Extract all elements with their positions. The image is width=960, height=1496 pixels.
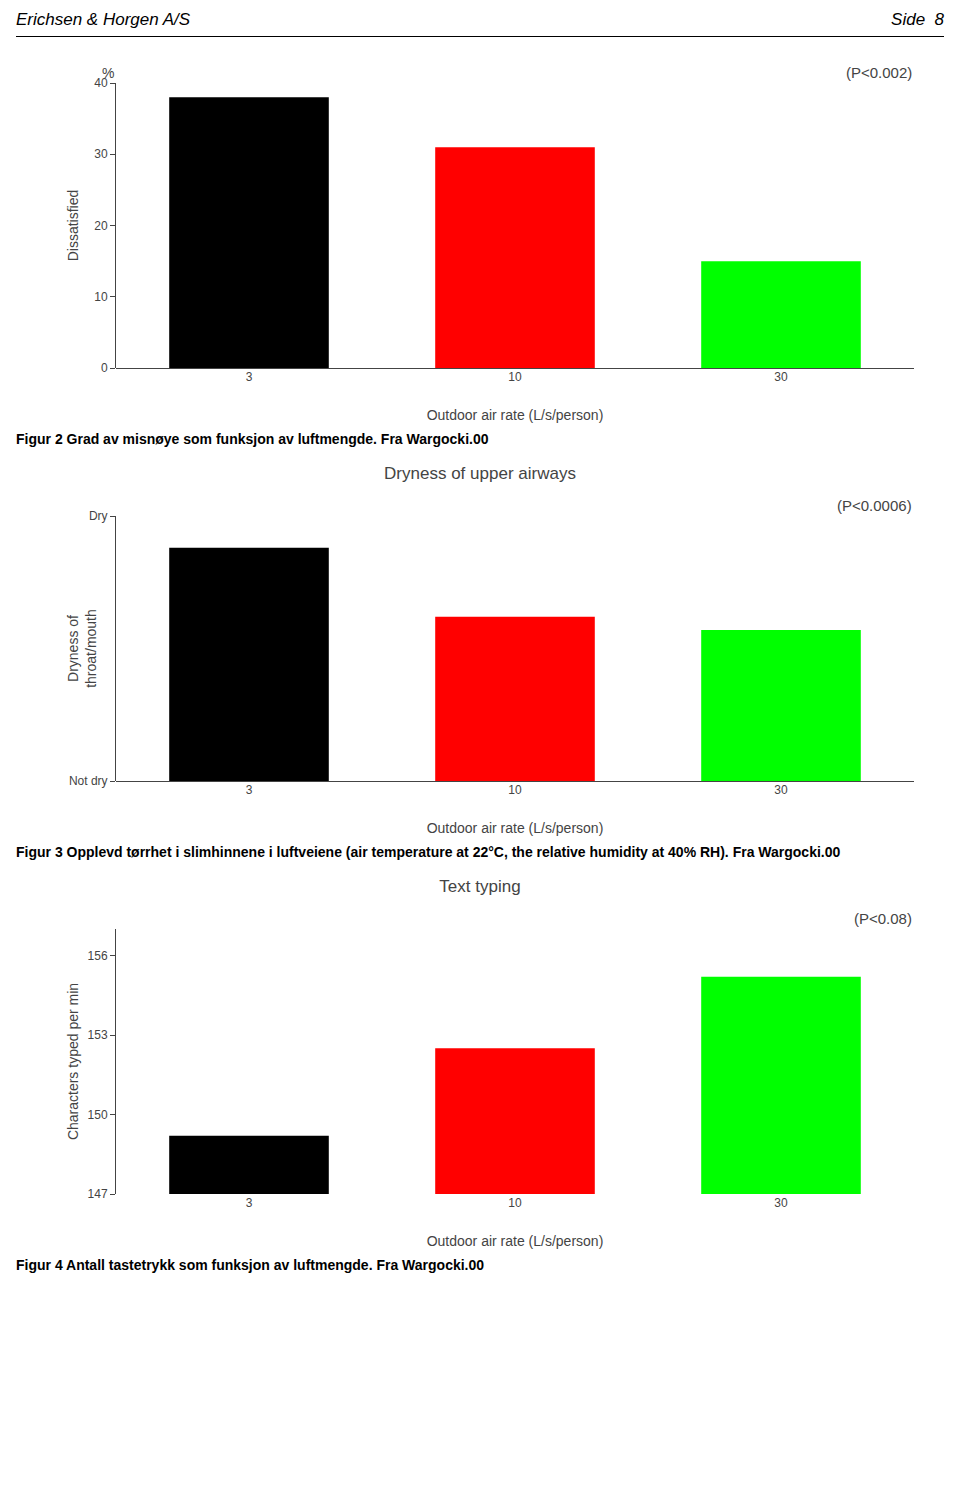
svg-text:40: 40 — [94, 76, 108, 90]
svg-text:10: 10 — [508, 783, 522, 797]
svg-text:Outdoor air rate (L/s/person): Outdoor air rate (L/s/person) — [427, 407, 604, 423]
svg-text:(P<0.08): (P<0.08) — [854, 910, 912, 927]
svg-text:Dryness ofthroat/mouth: Dryness ofthroat/mouth — [65, 609, 99, 688]
html-text:Figur 2 Grad av misnøye som fu: Figur 2 Grad av misnøye som funksjon av … — [16, 431, 489, 447]
svg-text:30: 30 — [774, 370, 788, 384]
svg-text:10: 10 — [508, 1196, 522, 1210]
svg-text:147: 147 — [88, 1187, 108, 1201]
html-text:Figur 4 Antall tastetrykk som: Figur 4 Antall tastetrykk som funksjon a… — [16, 1257, 485, 1273]
svg-text:Text typing: Text typing — [439, 877, 520, 896]
svg-text:0: 0 — [101, 361, 108, 375]
svg-text:Characters typed per min: Characters typed per min — [65, 983, 81, 1140]
svg-text:30: 30 — [774, 783, 788, 797]
svg-text:156: 156 — [88, 949, 108, 963]
svg-text:153: 153 — [88, 1028, 108, 1042]
svg-text:Outdoor air rate (L/s/person): Outdoor air rate (L/s/person) — [427, 1233, 604, 1249]
svg-text:30: 30 — [774, 1196, 788, 1210]
svg-text:3: 3 — [246, 370, 253, 384]
svg-text:(P<0.002): (P<0.002) — [846, 64, 912, 81]
svg-text:150: 150 — [88, 1108, 108, 1122]
svg-text:Dryness of upper airways: Dryness of upper airways — [384, 464, 576, 483]
svg-text:3: 3 — [246, 1196, 253, 1210]
svg-text:30: 30 — [94, 147, 108, 161]
svg-text:10: 10 — [94, 290, 108, 304]
svg-text:3: 3 — [246, 783, 253, 797]
svg-text:Not dry: Not dry — [69, 774, 108, 788]
svg-text:Outdoor air rate (L/s/person): Outdoor air rate (L/s/person) — [427, 820, 604, 836]
html-text:Erichsen & Horgen A/S: Erichsen & Horgen A/S — [16, 10, 191, 29]
html-text:Side 8: Side 8 — [891, 10, 944, 29]
svg-text:20: 20 — [94, 219, 108, 233]
html-text:Figur 3 Opplevd tørrhet i slim: Figur 3 Opplevd tørrhet i slimhinnene i … — [16, 844, 841, 860]
svg-text:%: % — [102, 65, 114, 81]
svg-text:10: 10 — [508, 370, 522, 384]
svg-text:Dry: Dry — [89, 509, 108, 523]
svg-text:(P<0.0006): (P<0.0006) — [837, 497, 912, 514]
svg-text:Dissatisfied: Dissatisfied — [65, 190, 81, 262]
